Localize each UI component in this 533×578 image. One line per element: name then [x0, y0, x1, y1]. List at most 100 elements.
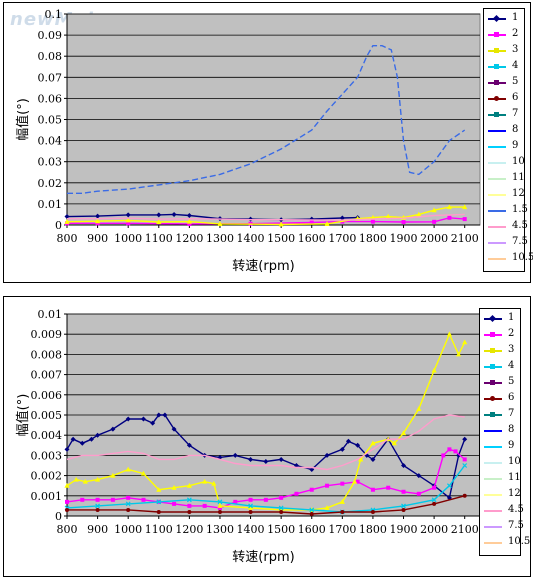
legend-item: 4: [480, 360, 520, 373]
series-point-4: [446, 483, 452, 489]
series-point-1: [339, 446, 345, 452]
series-point-1: [150, 420, 156, 426]
series-point-3: [186, 218, 192, 224]
series-point-4: [462, 463, 468, 468]
series-point-2: [126, 221, 131, 226]
series-point-4: [248, 503, 253, 509]
series-point-1: [156, 212, 162, 218]
series-point-1: [462, 436, 468, 442]
y-tick-label: 0.08: [38, 50, 63, 63]
series-point-3: [156, 219, 162, 225]
series-point-1: [88, 436, 94, 442]
legend-marker: [494, 32, 499, 37]
series-point-1: [309, 467, 315, 473]
series-point-2: [202, 503, 207, 508]
x-axis-label: 转速(rpm): [232, 259, 294, 274]
series-point-6: [248, 509, 253, 514]
legend-label: 2: [508, 328, 515, 339]
x-tick-label: 2000: [420, 232, 448, 245]
series-point-3: [358, 456, 364, 462]
series-point-2: [370, 219, 375, 224]
x-tick-label: 2000: [420, 523, 448, 536]
legend-marker: [490, 380, 495, 385]
series-line-1.5: [67, 45, 466, 195]
series-point-6: [156, 509, 161, 514]
x-tick-label: 1800: [359, 232, 387, 245]
series-line-12: [66, 414, 465, 471]
series-point-2: [110, 497, 115, 502]
series-point-1: [456, 452, 462, 458]
legend-marker: [490, 396, 495, 401]
series-point-3: [94, 476, 101, 482]
series-point-3: [400, 430, 407, 436]
series-line-1: [66, 213, 358, 221]
y-tick-label: 0.008: [31, 348, 63, 361]
legend-label: 7.5: [512, 236, 528, 247]
series-point-3: [94, 218, 101, 224]
y-tick-label: 0: [55, 510, 62, 523]
x-tick-label: 1500: [267, 232, 295, 245]
series-point-2: [309, 220, 314, 225]
x-tick-label: 1100: [145, 523, 173, 536]
legend-marker: [490, 364, 495, 369]
series-point-2: [401, 220, 406, 225]
series-point-3: [462, 339, 468, 345]
x-tick-label: 1900: [390, 232, 418, 245]
series-point-6: [370, 509, 375, 514]
x-tick-label: 1500: [267, 523, 295, 536]
series-point-3: [211, 480, 217, 486]
series-point-6: [309, 511, 314, 516]
y-tick-label: 0.01: [38, 198, 63, 211]
series-point-1: [345, 438, 351, 444]
x-tick-label: 900: [87, 232, 108, 245]
series-point-3: [125, 217, 131, 223]
legend-item: 10.5: [480, 536, 530, 549]
legend-label: 1: [508, 312, 515, 323]
legend-label: 10: [508, 456, 521, 467]
legend-item: 11: [484, 172, 525, 185]
legend-item: 6: [484, 92, 524, 105]
series-point-2: [187, 221, 192, 226]
series-point-3: [73, 476, 79, 482]
x-axis-label: 转速(rpm): [232, 550, 294, 565]
series-point-3: [64, 482, 70, 488]
legend-swatch: [488, 178, 506, 180]
series-point-2: [65, 499, 69, 504]
series-point-4: [309, 507, 315, 513]
series-point-3: [462, 204, 468, 210]
series-point-3: [64, 219, 70, 224]
legend-label: 10.5: [508, 536, 531, 547]
series-point-1: [156, 412, 162, 418]
series-point-1: [248, 456, 254, 462]
legend-label: 11: [512, 172, 525, 183]
series-point-2: [447, 215, 452, 220]
series-point-3: [446, 204, 453, 210]
y-tick-label: 0.01: [38, 308, 63, 321]
series-point-2: [432, 485, 437, 490]
legend-item: 4: [484, 60, 524, 73]
legend-label: 9: [512, 140, 519, 151]
y-tick-label: 0.005: [31, 409, 63, 422]
x-tick-label: 800: [57, 232, 78, 245]
series-point-2: [279, 495, 284, 500]
legend-item: 10: [480, 456, 521, 469]
legend-item: 1: [484, 12, 524, 25]
series-point-1: [416, 473, 422, 479]
legend-label: 6: [512, 92, 519, 103]
x-tick-label: 1800: [359, 523, 387, 536]
series-point-2: [441, 453, 446, 458]
series-point-6: [340, 509, 345, 514]
series-point-4: [217, 499, 223, 505]
series-point-6: [187, 509, 192, 514]
series-point-1: [186, 442, 192, 448]
legend-label: 5: [508, 376, 515, 387]
series-point-3: [156, 486, 162, 492]
legend-swatch: [488, 226, 506, 228]
series-point-2: [172, 501, 177, 506]
series-point-1: [171, 426, 177, 432]
series-point-1: [401, 463, 407, 468]
series-point-3: [324, 505, 330, 510]
series-point-6: [65, 507, 69, 512]
legend-item: 1.5: [484, 204, 528, 217]
x-tick-label: 1000: [114, 523, 142, 536]
